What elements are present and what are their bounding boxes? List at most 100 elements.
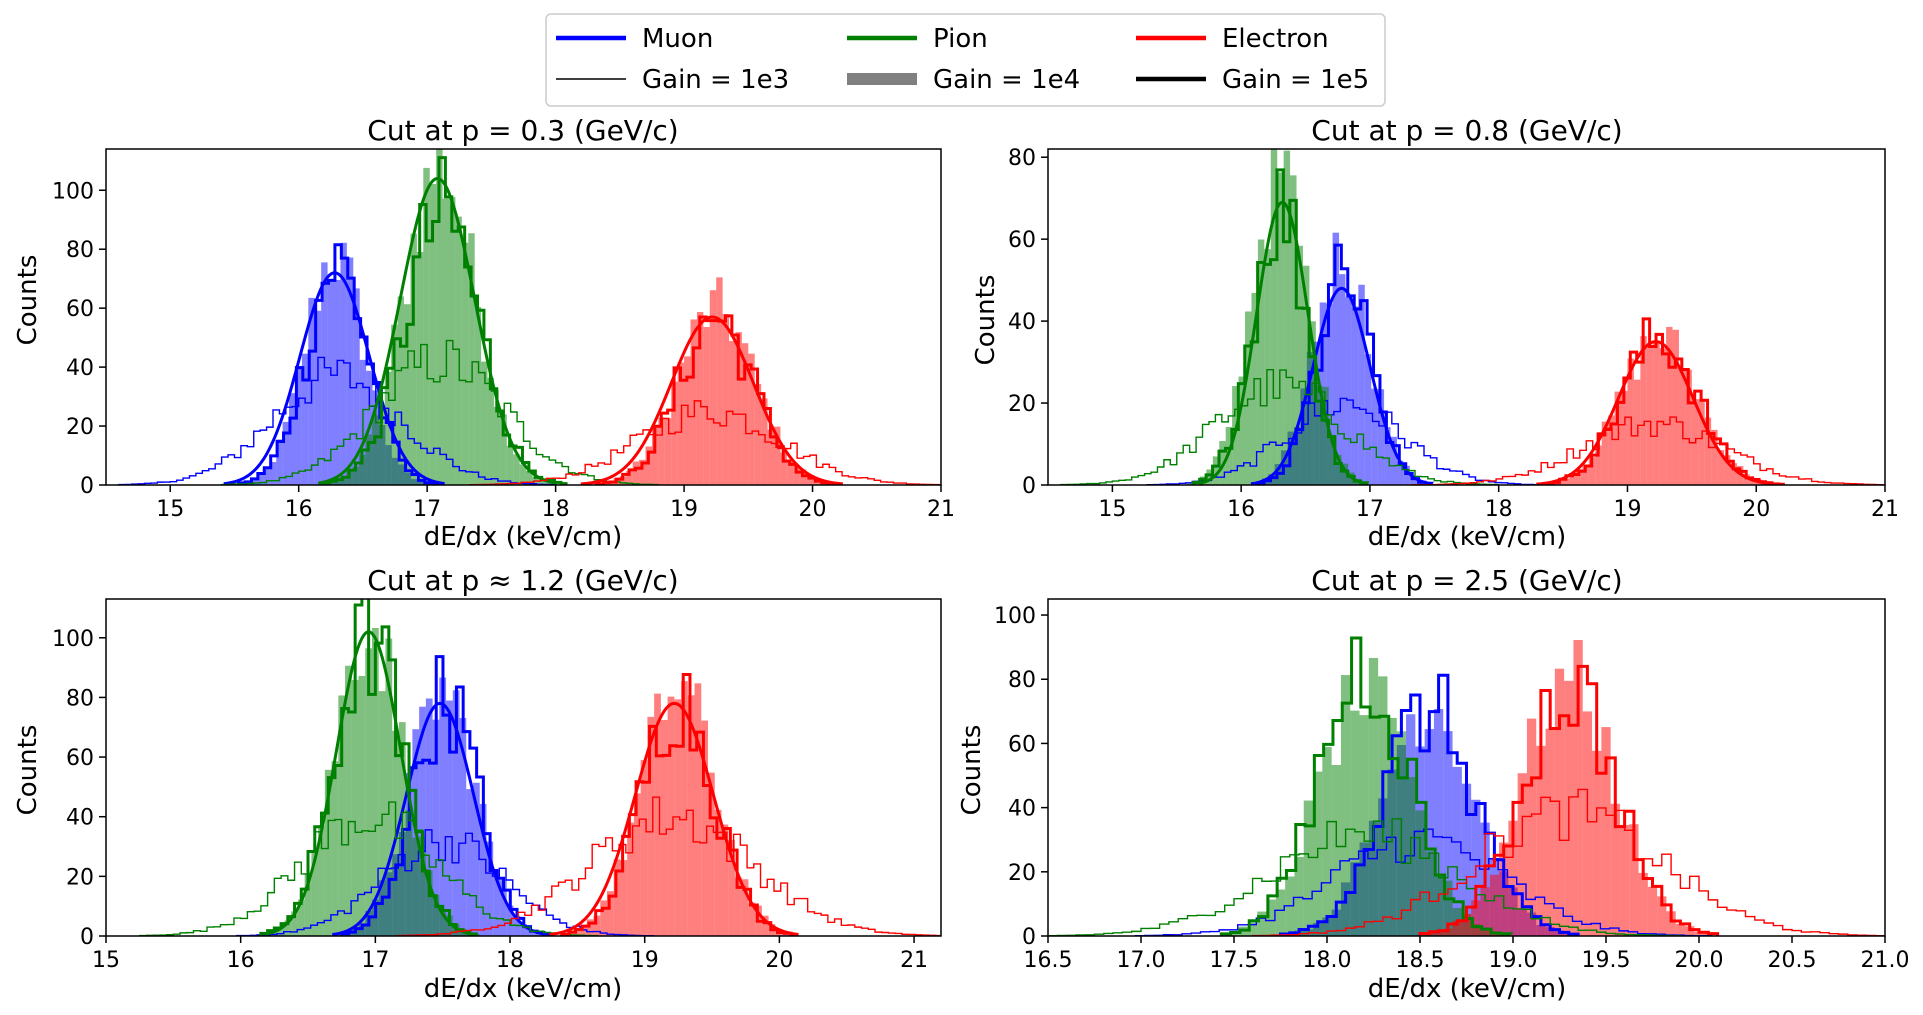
x-tick-label: 20 (799, 497, 827, 522)
y-tick-label: 20 (66, 415, 94, 440)
bar-muon-gain1e4 (1326, 303, 1333, 485)
bar-electron-gain1e4 (1582, 711, 1593, 936)
bar-electron-gain1e4 (1601, 727, 1611, 936)
bar-electron-gain1e4 (684, 356, 691, 485)
bar-electron-gain1e4 (1563, 478, 1570, 485)
bar-electron-gain1e4 (580, 926, 587, 936)
y-tick-label: 40 (66, 806, 94, 831)
legend: Muon Pion Electron Gain = 1e3 Gain = 1e4 Gain… (545, 13, 1386, 107)
bar-pion-gain1e4 (412, 837, 420, 936)
step-electron-gain1e3 (396, 796, 941, 936)
bar-electron-gain1e4 (734, 877, 742, 936)
bar-electron-gain1e4 (1657, 896, 1667, 936)
y-tick-label: 80 (66, 686, 94, 711)
bar-electron-gain1e4 (761, 915, 769, 936)
panel-1-xlabel: dE/dx (keV/cm) (1368, 522, 1566, 552)
bar-muon-gain1e4 (1409, 475, 1417, 485)
y-tick-label: 20 (1008, 861, 1036, 886)
step-pion-gain1e3 (220, 339, 660, 485)
x-tick-label: 18 (1485, 497, 1513, 522)
bar-electron-gain1e4 (1595, 445, 1602, 485)
bar-electron-gain1e4 (1704, 417, 1712, 485)
x-tick-label: 18.5 (1396, 948, 1445, 973)
y-tick-label: 0 (80, 925, 94, 950)
x-tick-label: 17 (1356, 497, 1384, 522)
step-electron-gain1e5 (560, 673, 799, 936)
bar-pion-gain1e4 (338, 695, 346, 936)
bar-electron-gain1e4 (1601, 421, 1609, 485)
bar-electron-gain1e4 (664, 418, 672, 485)
x-tick-label: 20 (1742, 497, 1770, 522)
legend-label: Electron (1222, 24, 1329, 54)
bar-electron-gain1e4 (627, 822, 634, 936)
legend-entry-3: Gain = 1e3 (556, 65, 789, 95)
bar-pion-gain1e4 (423, 167, 430, 485)
step-electron-gain1e3 (1411, 416, 1885, 485)
y-tick-label: 60 (66, 297, 94, 322)
bar-electron-gain1e4 (1545, 728, 1555, 936)
bar-electron-gain1e4 (748, 902, 756, 936)
bar-electron-gain1e4 (1647, 886, 1658, 936)
bar-muon-gain1e4 (432, 719, 440, 936)
axes-frame (105, 148, 942, 486)
bar-muon-gain1e4 (1358, 284, 1365, 485)
bar-muon-gain1e4 (1461, 783, 1472, 936)
step-muon-gain1e3 (1134, 828, 1713, 936)
panel-2-title: Cut at p ≈ 1.2 (GeV/c) (367, 564, 678, 597)
y-tick-label: 100 (52, 179, 94, 204)
bar-electron-gain1e4 (600, 900, 607, 936)
x-tick-label: 18.0 (1303, 948, 1352, 973)
bar-electron-gain1e4 (806, 476, 813, 485)
bar-electron-gain1e4 (613, 859, 621, 936)
bar-electron-gain1e4 (714, 809, 722, 936)
x-tick-label: 21 (927, 497, 955, 522)
bar-electron-gain1e4 (1698, 399, 1705, 485)
x-tick-label: 17 (361, 948, 389, 973)
bar-electron-gain1e4 (1608, 415, 1615, 485)
step-muon-gain1e3 (235, 829, 655, 936)
y-tick-label: 100 (994, 604, 1036, 629)
bar-electron-gain1e4 (1685, 926, 1695, 936)
bar-pion-gain1e4 (545, 481, 552, 485)
step-pion-gain1e5 (1219, 636, 1514, 936)
bar-pion-gain1e4 (397, 296, 405, 485)
bar-pion-gain1e4 (1206, 469, 1213, 485)
legend-entry-4: Gain = 1e4 (847, 65, 1080, 95)
bar-electron-gain1e4 (1582, 465, 1589, 485)
bar-electron-gain1e4 (645, 446, 652, 485)
bar-pion-gain1e4 (1341, 463, 1349, 485)
step-electron-gain1e3 (468, 400, 941, 485)
fit-electron (1536, 340, 1775, 485)
panel-3-title: Cut at p = 2.5 (GeV/c) (1311, 564, 1622, 597)
plot-area (138, 599, 941, 936)
panel-2-xlabel: dE/dx (keV/cm) (424, 974, 622, 1004)
bar-muon-gain1e4 (439, 677, 447, 936)
panel-1: Cut at p = 0.8 (GeV/c) dE/dx (keV/cm) Co… (971, 114, 1899, 552)
bar-pion-gain1e4 (1245, 311, 1252, 485)
bar-pion-gain1e4 (1266, 899, 1276, 936)
bar-pion-gain1e4 (1187, 482, 1194, 485)
bar-electron-gain1e4 (586, 919, 594, 936)
bar-pion-gain1e4 (1290, 175, 1297, 485)
bar-electron-gain1e4 (780, 452, 787, 485)
y-tick-label: 80 (1008, 146, 1036, 171)
bar-pion-gain1e4 (297, 899, 305, 936)
bar-electron-gain1e4 (1638, 872, 1648, 936)
bar-electron-gain1e4 (1499, 842, 1509, 936)
plot-area (1060, 149, 1885, 485)
bar-pion-gain1e4 (1275, 889, 1286, 936)
bar-pion-gain1e4 (365, 434, 372, 485)
fit-pion (317, 176, 557, 485)
panel-0: Cut at p = 0.3 (GeV/c) dE/dx (keV/cm) Co… (13, 114, 955, 552)
bar-pion-gain1e4 (436, 149, 443, 485)
bar-muon-gain1e4 (282, 421, 290, 485)
bar-electron-gain1e4 (654, 693, 661, 936)
bar-pion-gain1e4 (1350, 710, 1360, 936)
bar-pion-gain1e4 (481, 361, 488, 485)
bar-electron-gain1e4 (1517, 773, 1527, 936)
bar-pion-gain1e4 (1257, 239, 1265, 485)
x-tick-label: 20.5 (1768, 948, 1817, 973)
bar-pion-gain1e4 (318, 825, 325, 936)
x-tick-label: 19 (670, 497, 698, 522)
x-tick-label: 19.5 (1582, 948, 1631, 973)
